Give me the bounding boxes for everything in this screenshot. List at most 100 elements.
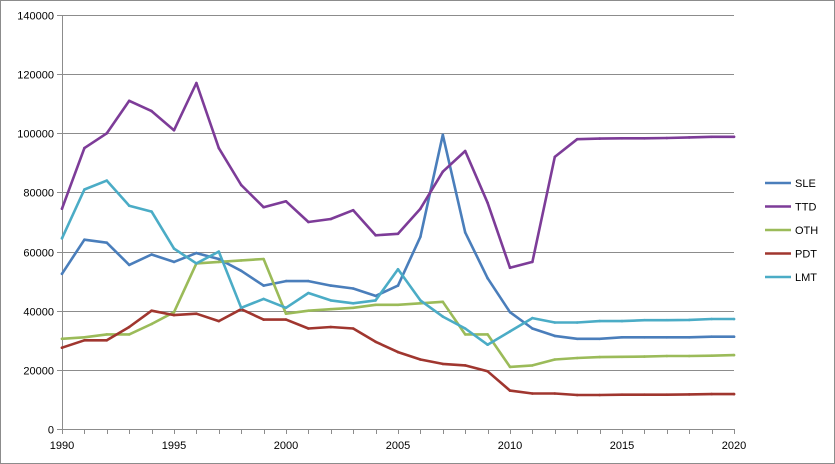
data-point-lmt [83,188,86,191]
data-point-ttd [710,135,713,139]
data-point-lmt [217,250,221,253]
data-point-oth [351,306,355,310]
data-point-oth [732,353,736,357]
y-tick-label: 40000 [23,307,54,319]
data-point-lmt [127,204,131,207]
data-point-ttd [262,205,265,209]
data-point-pdt [195,312,198,316]
legend-label: TTD [795,202,816,214]
data-point-ttd [60,207,64,210]
data-point-sle [508,310,512,314]
data-point-sle [710,335,713,339]
data-point-sle [329,284,333,287]
data-point-lmt [643,318,646,322]
data-point-lmt [60,237,64,240]
data-point-pdt [643,393,646,397]
data-point-oth [127,333,131,336]
data-point-pdt [262,318,265,321]
legend-item-oth: OTH [765,225,818,237]
data-point-sle [419,235,422,239]
legend-item-pdt: PDT [765,249,817,261]
data-point-pdt [441,362,445,366]
data-point-lmt [665,318,669,322]
data-point-sle [60,272,64,276]
data-point-pdt [217,319,221,323]
data-point-sle [284,279,288,283]
data-point-ttd [239,183,243,187]
data-point-pdt [127,325,131,329]
data-point-oth [486,333,489,336]
data-point-lmt [307,291,310,295]
data-point-lmt [575,321,579,324]
data-point-ttd [307,220,310,224]
data-point-ttd [531,260,534,264]
x-tick-label: 2005 [386,440,410,452]
legend: SLE TTD OTH PDT LMT [765,178,818,284]
data-point-sle [351,287,355,290]
data-point-lmt [553,321,557,324]
data-point-ttd [732,135,736,139]
data-point-oth [620,355,624,359]
data-point-ttd [150,109,153,113]
data-point-pdt [486,370,489,373]
data-point-ttd [284,200,288,203]
data-point-ttd [374,234,377,237]
data-point-sle [374,294,377,298]
data-point-lmt [351,302,355,305]
legend-item-sle: SLE [765,178,816,190]
data-point-ttd [329,217,333,221]
data-point-oth [441,300,445,304]
data-point-sle [262,284,265,287]
data-point-lmt [419,299,422,302]
data-point-lmt [150,210,153,213]
data-point-lmt [172,247,176,250]
data-point-oth [508,365,512,369]
data-point-ttd [486,201,489,205]
data-point-lmt [598,319,601,323]
data-point-pdt [374,340,377,344]
data-point-pdt [463,364,467,367]
data-point-sle [732,335,736,339]
data-point-pdt [620,393,624,397]
data-point-oth [217,260,221,264]
data-point-pdt [172,313,176,317]
data-point-ttd [687,136,691,139]
data-point-sle [665,336,669,339]
x-tick-label: 1995 [162,440,186,452]
x-tick-label: 2000 [274,440,298,452]
data-point-sle [441,133,445,137]
data-point-ttd [463,149,467,153]
x-tick-label: 2020 [722,440,746,452]
data-point-ttd [172,129,176,132]
data-point-ttd [105,132,109,135]
data-point-pdt [553,392,557,395]
data-point-ttd [419,207,422,210]
data-point-lmt [531,316,534,320]
data-point-ttd [217,146,221,150]
legend-label: OTH [795,225,818,237]
data-point-ttd [127,99,131,103]
data-point-oth [329,307,333,311]
data-point-oth [463,333,467,336]
data-point-lmt [284,306,288,310]
data-point-lmt [508,330,512,333]
y-tick-label: 100000 [17,129,54,141]
data-point-lmt [239,306,243,310]
data-point-ttd [508,266,512,270]
data-point-pdt [665,393,669,397]
x-tick-label: 1990 [50,440,74,452]
data-point-ttd [83,146,86,150]
data-point-lmt [374,299,377,302]
data-point-sle [486,276,489,280]
data-point-pdt [284,318,288,321]
data-point-lmt [329,299,333,302]
legend-label: SLE [795,178,816,190]
data-point-pdt [508,389,512,392]
data-point-oth [419,302,422,305]
data-point-pdt [710,392,713,396]
y-tick-label: 120000 [17,70,54,82]
data-point-oth [643,355,646,358]
data-point-sle [531,327,534,330]
data-point-ttd [441,170,445,173]
